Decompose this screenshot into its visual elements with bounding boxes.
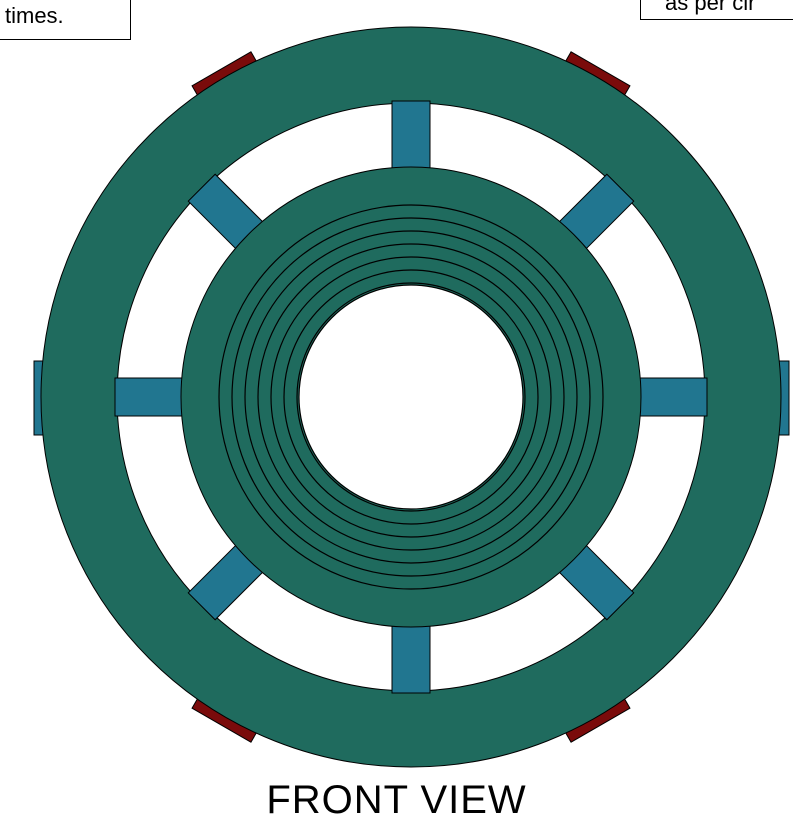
- clamp-pads: [191, 51, 631, 743]
- winding-layer-ring: [231, 217, 591, 577]
- note-callout-right: as per clr: [640, 0, 793, 20]
- spoke-bar: [391, 620, 431, 694]
- winding-layer-ring: [244, 230, 578, 564]
- winding-layer-ring: [257, 243, 565, 551]
- note-left-text: times.: [5, 3, 64, 28]
- winding-layer-ring: [218, 204, 604, 590]
- note-callout-left: times.: [0, 0, 131, 40]
- winding-layers: [218, 204, 604, 590]
- center-bore: [298, 284, 524, 510]
- core-front-view-diagram: [33, 26, 790, 768]
- winding-layer-ring: [296, 282, 526, 512]
- spoke-bar: [634, 377, 708, 417]
- spoke-bar: [114, 377, 188, 417]
- spoke: [391, 100, 431, 174]
- winding-layer-ring: [270, 256, 552, 538]
- spoke: [391, 620, 431, 694]
- spoke: [114, 377, 188, 417]
- spoke: [634, 377, 708, 417]
- note-right-text: as per clr: [665, 0, 756, 15]
- view-caption: FRONT VIEW: [266, 778, 527, 822]
- winding-layer-ring: [283, 269, 539, 525]
- spoke-bar: [391, 100, 431, 174]
